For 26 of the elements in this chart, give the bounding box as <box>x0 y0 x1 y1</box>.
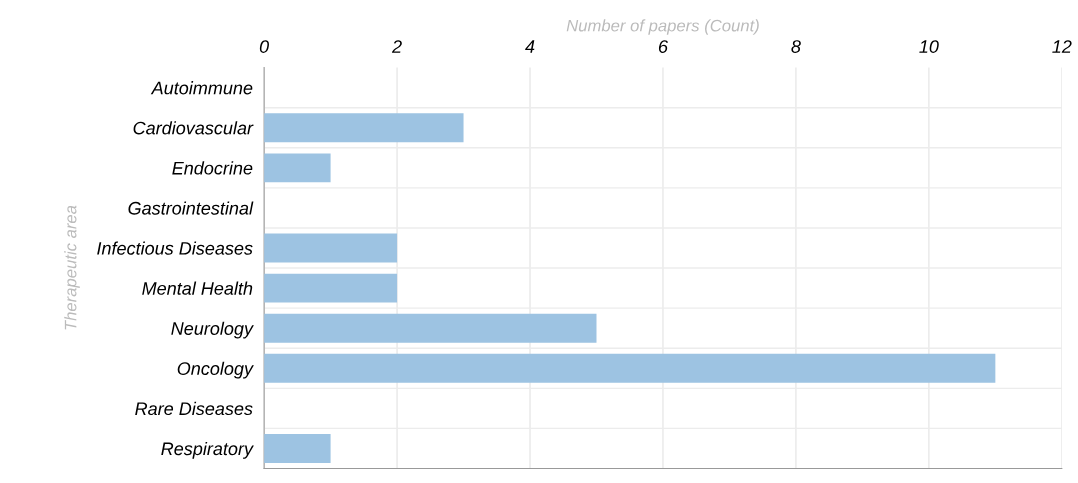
bar <box>264 153 331 183</box>
bar <box>264 313 597 343</box>
x-tick-label: 0 <box>259 40 269 53</box>
bar <box>264 233 398 263</box>
y-tick-label: Respiratory <box>161 441 254 459</box>
x-tick-label: 4 <box>525 40 535 53</box>
x-axis-title: Number of papers (Count) <box>566 19 759 35</box>
bar <box>264 353 996 383</box>
y-tick-label: Autoimmune <box>150 81 253 95</box>
y-tick-label: Rare Diseases <box>135 401 253 416</box>
x-tick-label: 8 <box>791 40 801 53</box>
bar <box>264 273 398 303</box>
x-tick-label: 12 <box>1052 40 1072 53</box>
y-tick-label: Mental Health <box>142 281 253 295</box>
y-axis-title: Therapeutic area <box>64 205 80 330</box>
bar <box>264 113 464 143</box>
bar <box>264 434 331 463</box>
x-tick-label: 6 <box>658 40 668 53</box>
x-tick-label: 2 <box>391 40 402 53</box>
x-tick-label: 10 <box>919 40 939 53</box>
y-tick-label: Neurology <box>171 321 254 339</box>
y-tick-label: Oncology <box>177 361 254 379</box>
y-tick-label: Cardiovascular <box>133 121 254 135</box>
y-tick-label: Infectious Diseases <box>97 241 253 255</box>
y-tick-label: Gastrointestinal <box>128 201 254 215</box>
y-tick-label: Endocrine <box>172 161 253 175</box>
